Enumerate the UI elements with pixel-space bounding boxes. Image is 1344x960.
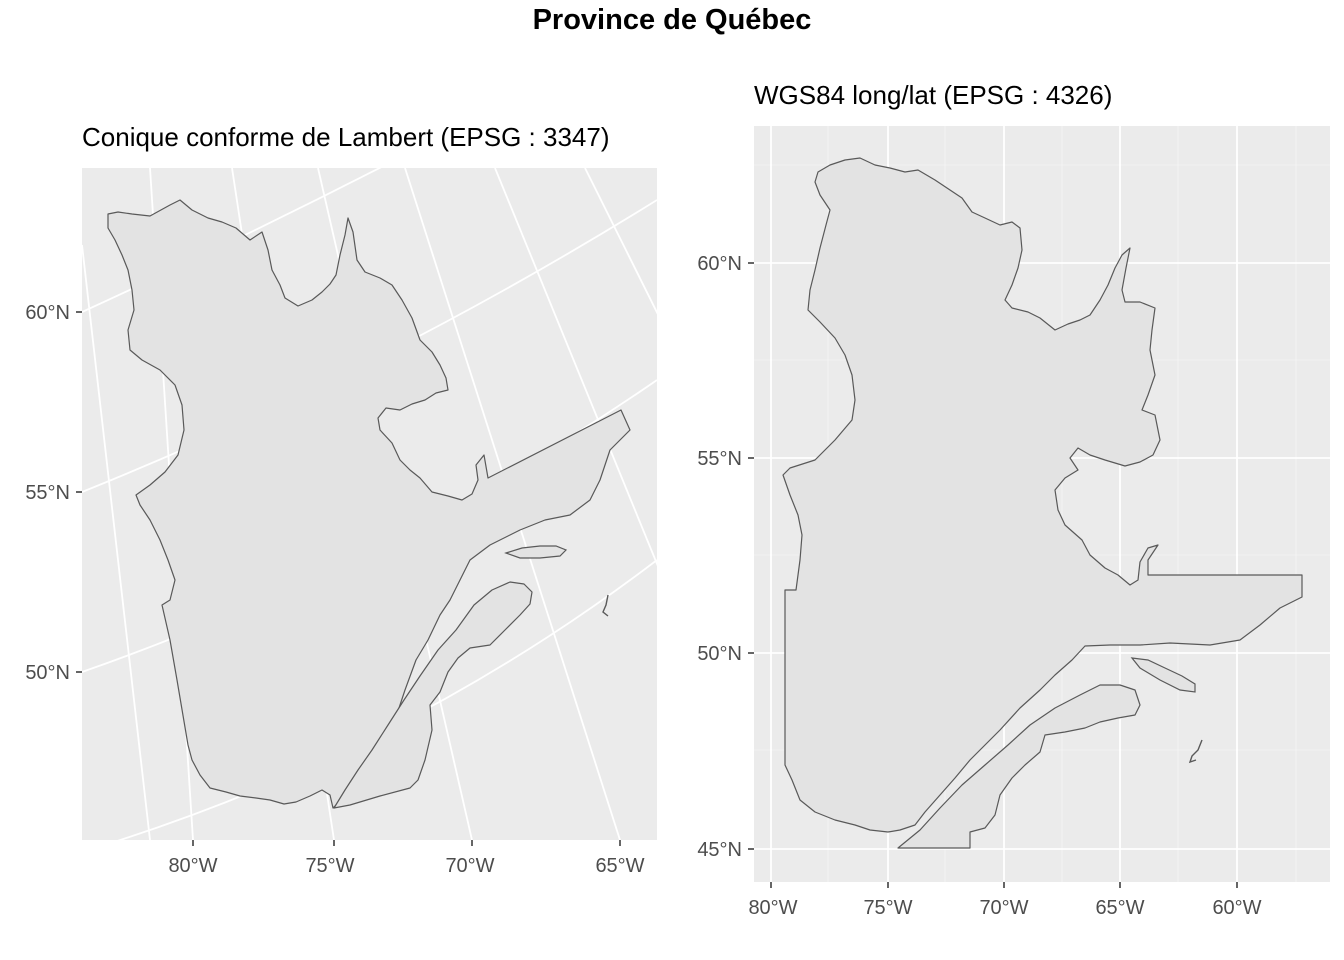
magdalen-islands-lambert xyxy=(602,594,609,617)
graticule-lon-60 xyxy=(494,168,657,567)
axis-ticks-lambert xyxy=(76,311,621,846)
y-tick-label-lambert-50: 50°N xyxy=(25,662,70,684)
x-tick-label-wgs84-60: 60°W xyxy=(1212,897,1261,919)
x-tick-label-wgs84-80: 80°W xyxy=(748,897,797,919)
y-tick-label-lambert-55: 55°N xyxy=(25,482,70,504)
map-panel-lambert: 60°N 55°N 50°N 80°W 75°W 70°W 65°W xyxy=(25,0,657,877)
gaspesie-peninsula-lambert xyxy=(333,581,533,809)
gaspesie-peninsula-wgs84 xyxy=(897,684,1141,849)
y-tick-label-wgs84-45: 45°N xyxy=(697,839,742,861)
x-tick-label-lambert-70: 70°W xyxy=(445,855,494,877)
anticosti-island-wgs84 xyxy=(1130,657,1196,693)
y-tick-label-wgs84-50: 50°N xyxy=(697,643,742,665)
x-tick-label-lambert-75: 75°W xyxy=(305,855,354,877)
province-shape-wgs84 xyxy=(782,157,1303,849)
panel-title-wgs84: WGS84 long/lat (EPSG : 4326) xyxy=(754,80,1113,110)
axis-ticks-wgs84 xyxy=(748,262,1238,888)
x-tick-label-lambert-65: 65°W xyxy=(595,855,644,877)
y-tick-label-wgs84-60: 60°N xyxy=(697,253,742,275)
x-tick-label-wgs84-75: 75°W xyxy=(863,897,912,919)
province-shape-lambert xyxy=(107,199,631,809)
quebec-mainland-lambert xyxy=(107,199,631,809)
graticule-lat-65 xyxy=(82,0,657,132)
x-tick-label-lambert-80: 80°W xyxy=(168,855,217,877)
graticule-lon-85 xyxy=(82,244,151,840)
anticosti-island-lambert xyxy=(504,545,568,559)
magdalen-islands-wgs84 xyxy=(1188,739,1203,764)
quebec-mainland-wgs84 xyxy=(782,157,1303,833)
y-tick-label-lambert-60: 60°N xyxy=(25,302,70,324)
map-panel-wgs84: 60°N 55°N 50°N 45°N 80°W 75°W 70°W 65°W … xyxy=(697,126,1330,919)
x-tick-label-wgs84-65: 65°W xyxy=(1095,897,1144,919)
x-tick-label-wgs84-70: 70°W xyxy=(979,897,1028,919)
panel-title-lambert: Conique conforme de Lambert (EPSG : 3347… xyxy=(82,122,610,152)
figure-title: Province de Québec xyxy=(532,4,812,36)
y-tick-label-wgs84-55: 55°N xyxy=(697,448,742,470)
graticule-lon-55 xyxy=(584,168,657,315)
